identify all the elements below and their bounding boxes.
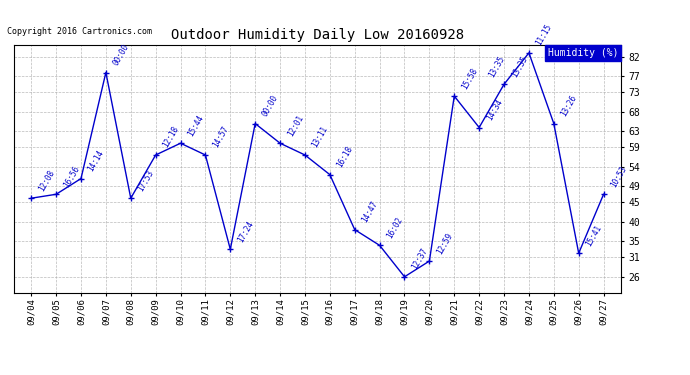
- Text: 15:44: 15:44: [186, 113, 206, 138]
- Text: 14:47: 14:47: [360, 200, 380, 224]
- Text: 12:01: 12:01: [286, 113, 305, 138]
- Text: 12:18: 12:18: [161, 125, 181, 150]
- Text: Copyright 2016 Cartronics.com: Copyright 2016 Cartronics.com: [7, 27, 152, 36]
- Text: 13:26: 13:26: [560, 93, 579, 118]
- Text: 11:15: 11:15: [535, 23, 554, 47]
- Text: 14:14: 14:14: [86, 148, 106, 173]
- Text: 12:37: 12:37: [410, 247, 429, 271]
- Text: 00:00: 00:00: [111, 42, 131, 67]
- Text: 12:59: 12:59: [435, 231, 454, 255]
- Text: 15:58: 15:58: [460, 66, 479, 90]
- Text: 17:24: 17:24: [236, 219, 255, 244]
- Text: 00:00: 00:00: [261, 93, 280, 118]
- Text: 13:35: 13:35: [510, 54, 529, 79]
- Text: 15:41: 15:41: [584, 223, 604, 248]
- Text: 17:53: 17:53: [137, 168, 156, 193]
- Text: 13:35: 13:35: [487, 54, 506, 79]
- Text: 16:56: 16:56: [61, 164, 81, 189]
- Text: 14:34: 14:34: [484, 98, 504, 122]
- Text: 16:18: 16:18: [335, 144, 355, 169]
- Title: Outdoor Humidity Daily Low 20160928: Outdoor Humidity Daily Low 20160928: [171, 28, 464, 42]
- Text: Humidity (%): Humidity (%): [548, 48, 618, 58]
- Text: 10:53: 10:53: [609, 164, 629, 189]
- Text: 14:57: 14:57: [211, 125, 230, 150]
- Text: 12:08: 12:08: [37, 168, 56, 193]
- Text: 13:11: 13:11: [310, 125, 330, 150]
- Text: 16:02: 16:02: [385, 215, 404, 240]
